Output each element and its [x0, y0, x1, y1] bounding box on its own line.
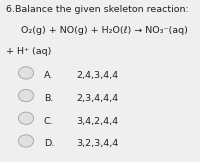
Text: 6.Balance the given skeleton reaction:: 6.Balance the given skeleton reaction:: [6, 5, 189, 14]
Text: 2,4,3,4,4: 2,4,3,4,4: [76, 71, 118, 80]
Text: C.: C.: [44, 117, 54, 126]
Text: 3,4,2,4,4: 3,4,2,4,4: [76, 117, 118, 126]
Circle shape: [18, 112, 34, 124]
Text: D.: D.: [44, 139, 54, 148]
Text: + H⁺ (aq): + H⁺ (aq): [6, 47, 51, 56]
Text: O₂(g) + NO(g) + H₂O(ℓ) → NO₃⁻(aq): O₂(g) + NO(g) + H₂O(ℓ) → NO₃⁻(aq): [6, 26, 188, 35]
Text: 2,3,4,4,4: 2,3,4,4,4: [76, 94, 118, 103]
Text: A.: A.: [44, 71, 53, 80]
Circle shape: [18, 135, 34, 147]
Circle shape: [18, 67, 34, 79]
Text: 3,2,3,4,4: 3,2,3,4,4: [76, 139, 118, 148]
Circle shape: [18, 89, 34, 102]
Text: B.: B.: [44, 94, 53, 103]
